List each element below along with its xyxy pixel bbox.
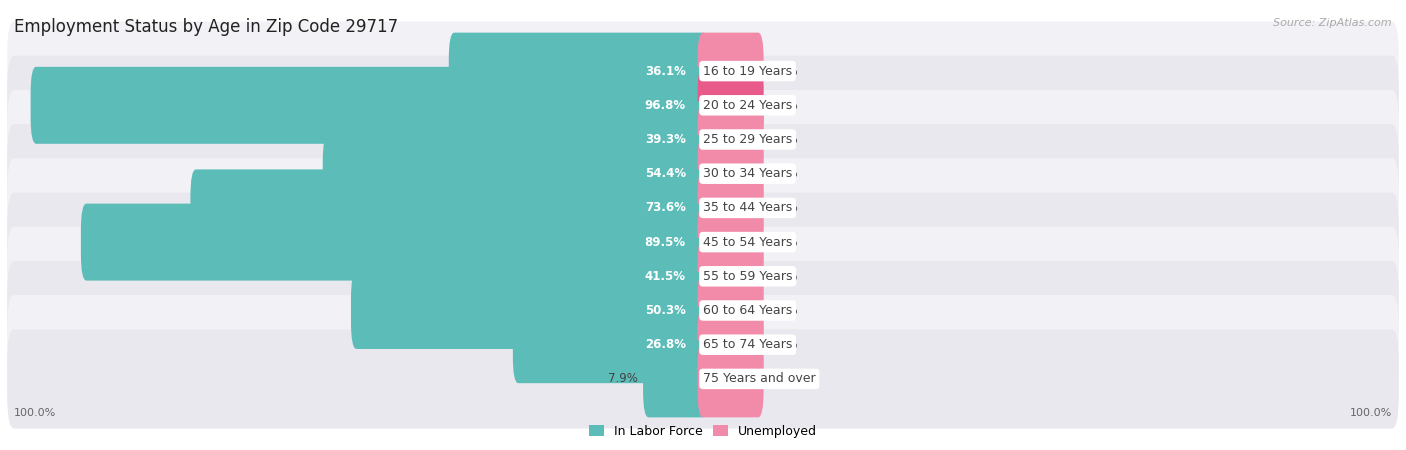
Text: 41.5%: 41.5% (645, 270, 686, 283)
Text: 0.0%: 0.0% (769, 338, 799, 351)
Text: 0.7%: 0.7% (769, 202, 799, 214)
Text: 39.3%: 39.3% (645, 133, 686, 146)
Text: 30 to 34 Years: 30 to 34 Years (703, 167, 792, 180)
Text: 26.8%: 26.8% (645, 338, 686, 351)
FancyBboxPatch shape (697, 203, 763, 281)
FancyBboxPatch shape (697, 33, 763, 109)
FancyBboxPatch shape (697, 238, 763, 315)
Text: 16 to 19 Years: 16 to 19 Years (703, 65, 792, 77)
Text: 0.5%: 0.5% (769, 236, 799, 248)
Text: 35 to 44 Years: 35 to 44 Years (703, 202, 792, 214)
Text: 55 to 59 Years: 55 to 59 Years (703, 270, 793, 283)
FancyBboxPatch shape (323, 135, 709, 212)
Text: 100.0%: 100.0% (1350, 408, 1392, 418)
FancyBboxPatch shape (82, 203, 709, 281)
Text: 73.6%: 73.6% (645, 202, 686, 214)
Text: 25 to 29 Years: 25 to 29 Years (703, 133, 792, 146)
FancyBboxPatch shape (7, 329, 1399, 428)
Text: 0.0%: 0.0% (769, 373, 799, 385)
FancyBboxPatch shape (697, 135, 763, 212)
FancyBboxPatch shape (7, 295, 1399, 394)
FancyBboxPatch shape (7, 227, 1399, 326)
FancyBboxPatch shape (513, 306, 709, 383)
FancyBboxPatch shape (697, 341, 763, 418)
FancyBboxPatch shape (643, 341, 709, 418)
FancyBboxPatch shape (7, 261, 1399, 360)
Text: 60 to 64 Years: 60 to 64 Years (703, 304, 792, 317)
FancyBboxPatch shape (7, 90, 1399, 189)
Text: 0.0%: 0.0% (769, 270, 799, 283)
FancyBboxPatch shape (449, 33, 709, 109)
Text: 0.0%: 0.0% (769, 133, 799, 146)
FancyBboxPatch shape (7, 124, 1399, 223)
FancyBboxPatch shape (697, 67, 763, 144)
FancyBboxPatch shape (697, 101, 763, 178)
FancyBboxPatch shape (31, 67, 709, 144)
Text: 65 to 74 Years: 65 to 74 Years (703, 338, 793, 351)
FancyBboxPatch shape (7, 158, 1399, 257)
Text: 4.3%: 4.3% (769, 99, 799, 112)
FancyBboxPatch shape (427, 101, 709, 178)
FancyBboxPatch shape (412, 238, 709, 315)
FancyBboxPatch shape (7, 22, 1399, 121)
Text: Employment Status by Age in Zip Code 29717: Employment Status by Age in Zip Code 297… (14, 18, 398, 36)
Text: 20 to 24 Years: 20 to 24 Years (703, 99, 792, 112)
Text: 7.9%: 7.9% (609, 373, 638, 385)
FancyBboxPatch shape (697, 169, 763, 247)
FancyBboxPatch shape (7, 56, 1399, 155)
FancyBboxPatch shape (697, 272, 763, 349)
Text: 0.0%: 0.0% (769, 167, 799, 180)
Text: 0.0%: 0.0% (769, 65, 799, 77)
Text: 45 to 54 Years: 45 to 54 Years (703, 236, 793, 248)
FancyBboxPatch shape (352, 272, 709, 349)
FancyBboxPatch shape (697, 306, 763, 383)
FancyBboxPatch shape (190, 169, 709, 247)
Text: 75 Years and over: 75 Years and over (703, 373, 815, 385)
Text: Source: ZipAtlas.com: Source: ZipAtlas.com (1274, 18, 1392, 28)
Text: 100.0%: 100.0% (14, 408, 56, 418)
Text: 54.4%: 54.4% (645, 167, 686, 180)
Text: 89.5%: 89.5% (645, 236, 686, 248)
Legend: In Labor Force, Unemployed: In Labor Force, Unemployed (589, 425, 817, 438)
Text: 50.3%: 50.3% (645, 304, 686, 317)
Text: 0.0%: 0.0% (769, 304, 799, 317)
Text: 96.8%: 96.8% (645, 99, 686, 112)
Text: 36.1%: 36.1% (645, 65, 686, 77)
FancyBboxPatch shape (7, 193, 1399, 292)
